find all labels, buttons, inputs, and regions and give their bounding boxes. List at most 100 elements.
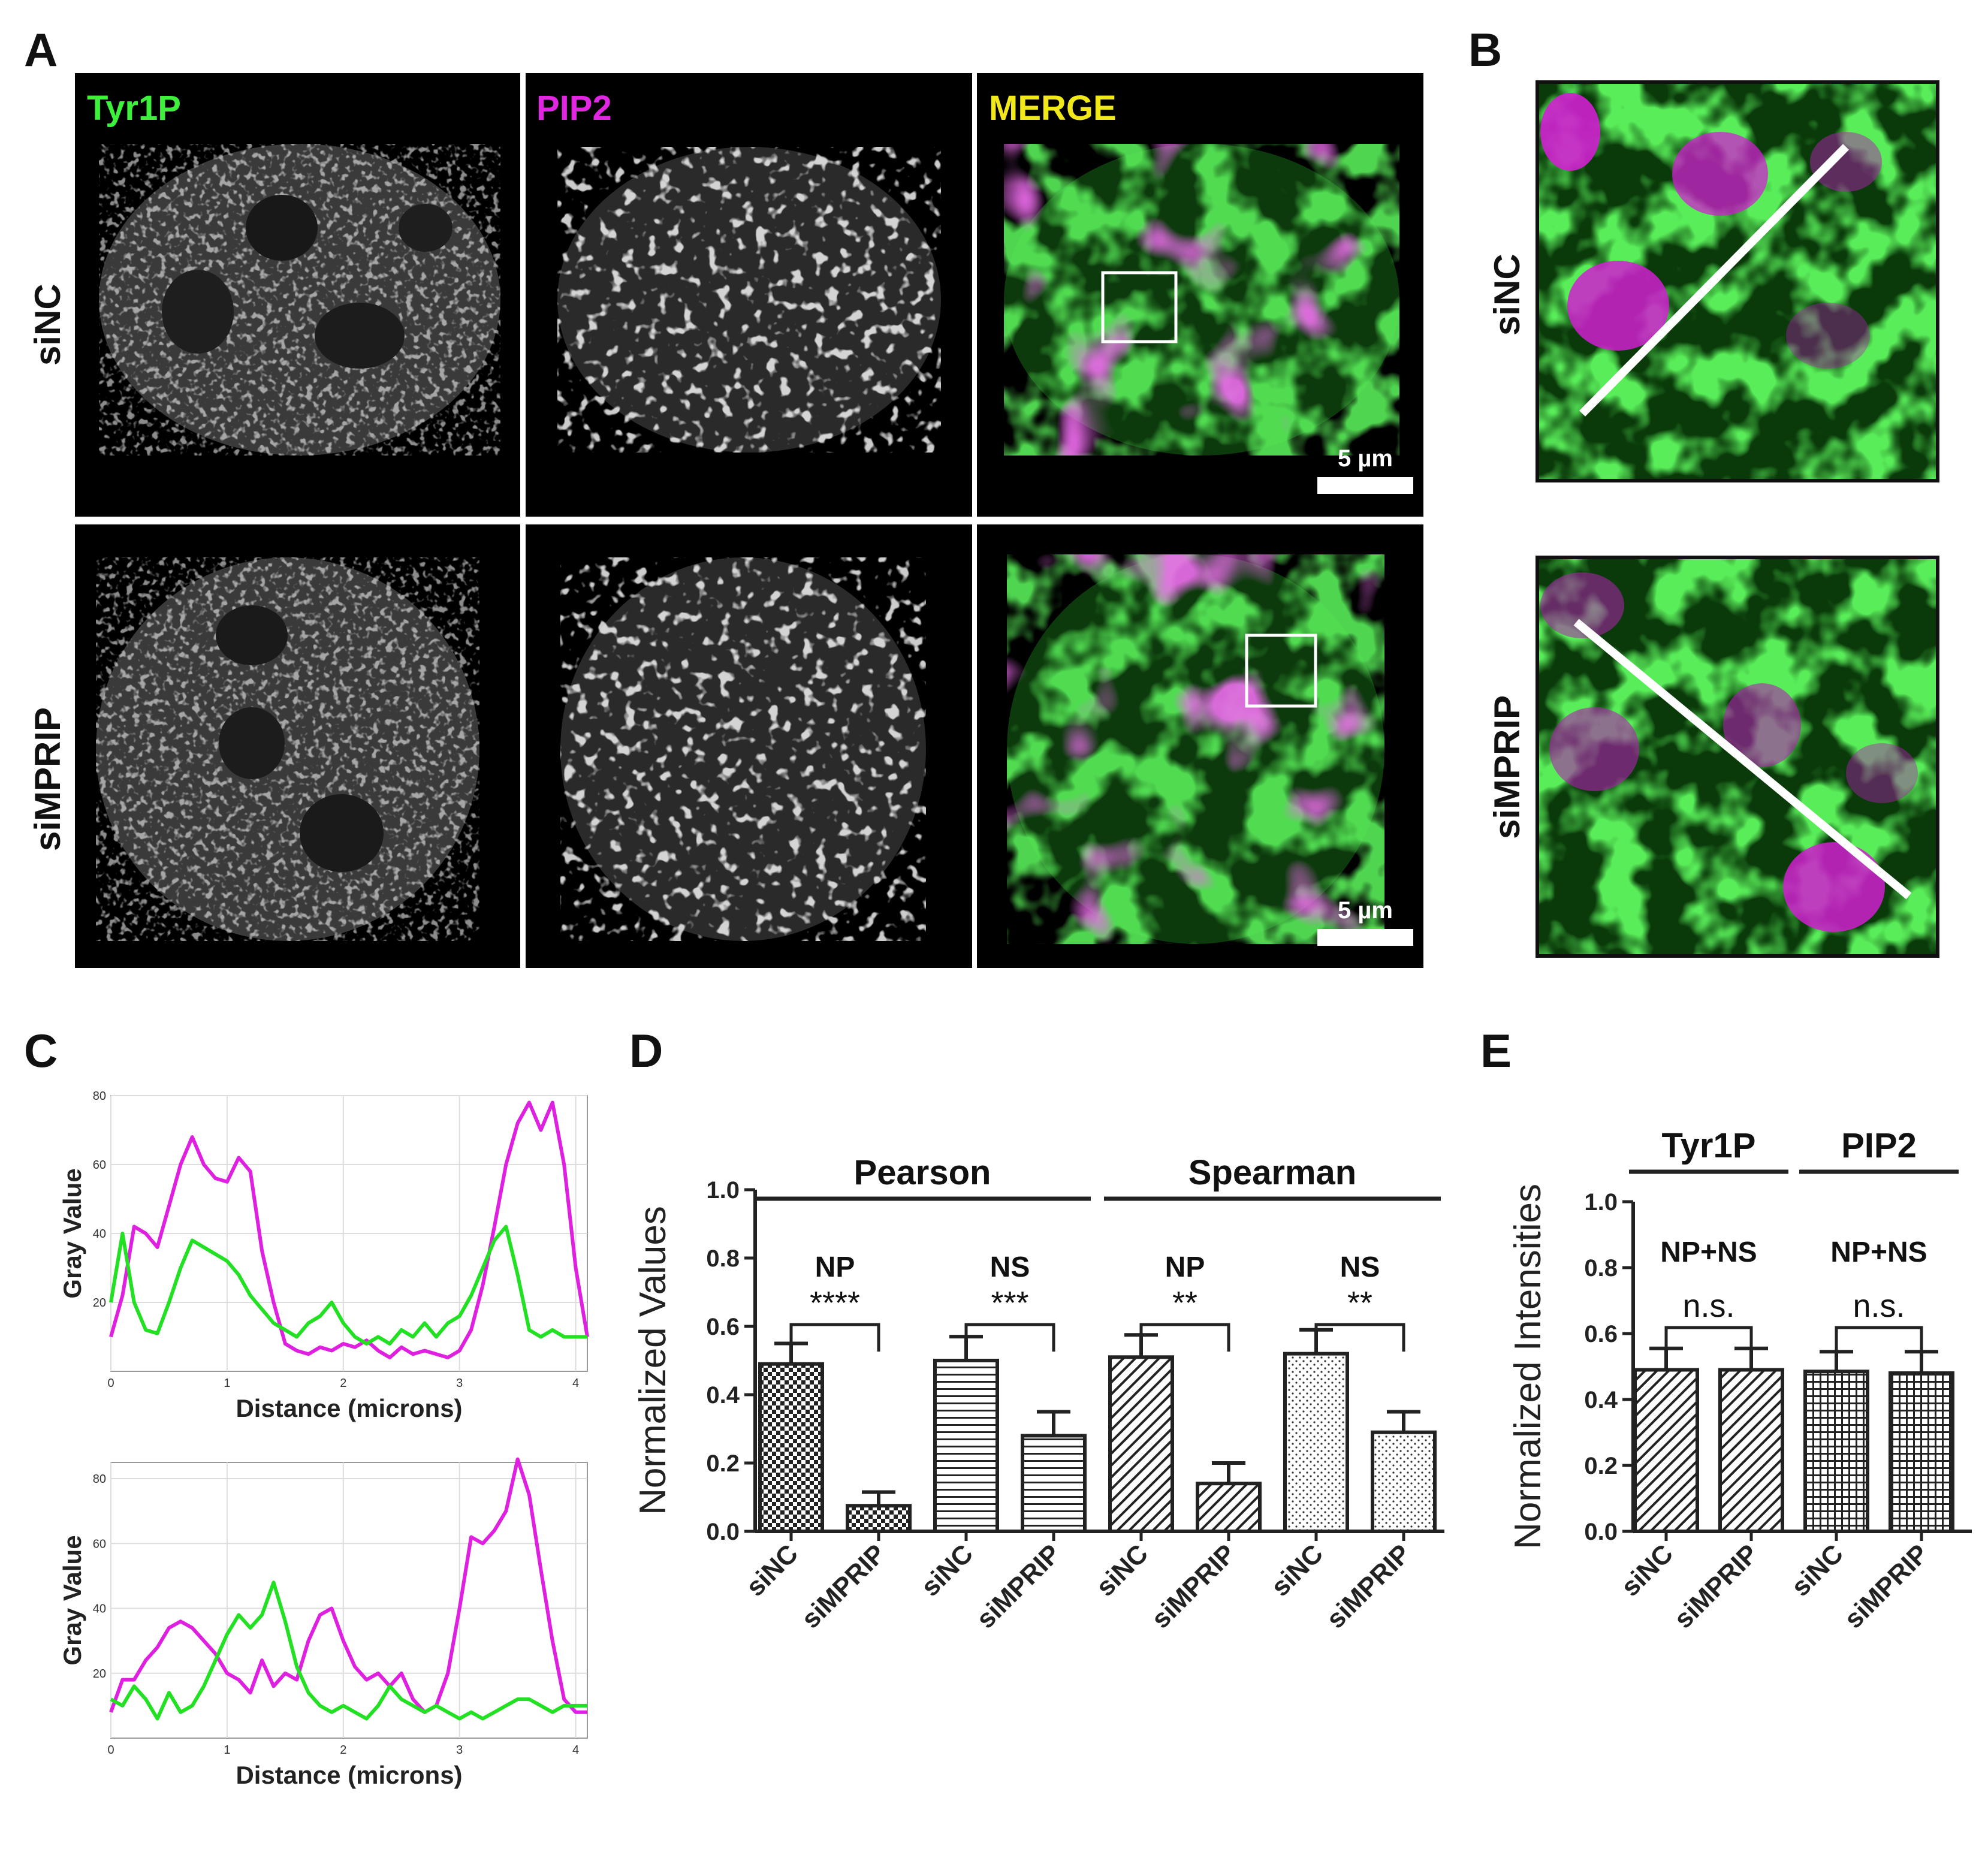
nucleolus <box>246 195 318 261</box>
bar <box>1803 1370 1869 1533</box>
category-label: siMPRIP <box>1146 1539 1241 1634</box>
zoom-box-sinc <box>1101 271 1178 343</box>
nucleolus <box>399 204 452 252</box>
y-tick-label: 0.6 <box>1584 1321 1618 1347</box>
nucleolus <box>315 303 405 369</box>
y-axis-title: Gray Value <box>58 1168 86 1298</box>
comparison-label: NP+NS <box>1660 1236 1757 1268</box>
panel-letter-d: D <box>629 1024 663 1077</box>
significance-label: *** <box>991 1285 1028 1321</box>
y-tick-label: 0.0 <box>1584 1519 1618 1545</box>
comparison-label: NP+NS <box>1830 1236 1927 1268</box>
zoom-box-simprip <box>1245 634 1317 708</box>
speckles-simprip-tyr1p <box>96 557 479 941</box>
panel-a: siNC siMPRIP Tyr1P PIP2 MERGE 5 µm <box>28 73 1423 968</box>
significance-bracket <box>1139 1323 1230 1352</box>
significance-bracket <box>1314 1323 1405 1352</box>
y-tick-label: 0.4 <box>706 1382 740 1408</box>
category-label: siNC <box>741 1539 804 1602</box>
line-profile-chart-simprip: 0 1 2 3 4 20 40 60 80 Distance (microns) Gray Valu… <box>58 1457 588 1789</box>
speckles-simprip-pip2 <box>560 557 926 941</box>
magenta-signal-simprip <box>1007 554 1384 944</box>
line-profile-simprip <box>1573 619 1912 900</box>
x-tick-label: 1 <box>224 1377 230 1390</box>
category-label: siNC <box>1786 1539 1850 1602</box>
significance-label: n.s. <box>1853 1288 1905 1324</box>
bar <box>1889 1371 1954 1533</box>
y-tick-label: 60 <box>93 1537 106 1551</box>
significance-bracket <box>1835 1326 1923 1355</box>
magenta-blob <box>1810 132 1882 192</box>
y-axis-title: Normalized Values <box>632 1206 674 1515</box>
magenta-blob <box>1567 261 1669 351</box>
nucleolus <box>162 270 234 354</box>
significance-label: ** <box>1172 1285 1197 1321</box>
magenta-signal-sinc <box>1004 144 1399 456</box>
comparison-label: NP <box>815 1251 855 1283</box>
magenta-blob <box>1672 132 1768 216</box>
scale-bar-simprip <box>1317 929 1413 946</box>
scale-bar-sinc <box>1317 477 1413 494</box>
channel-label-pip2: PIP2 <box>536 89 612 128</box>
bar <box>1021 1434 1087 1533</box>
line-profile-sinc <box>1579 144 1849 417</box>
row-label-b-sinc: siNC <box>1487 254 1527 336</box>
channel-label-tyr1p: Tyr1P <box>87 89 181 128</box>
bar <box>758 1362 824 1533</box>
x-tick-label: 4 <box>572 1377 579 1390</box>
y-tick-label: 60 <box>93 1159 106 1172</box>
significance-label: **** <box>810 1285 860 1321</box>
group-title: PIP2 <box>1841 1126 1917 1165</box>
nucleolus <box>219 707 285 779</box>
y-tick-label: 80 <box>93 1473 106 1486</box>
x-tick-label: 2 <box>340 1377 346 1390</box>
x-tick-label: 0 <box>107 1744 114 1757</box>
magenta-blob <box>1540 93 1600 171</box>
bar <box>1718 1368 1784 1533</box>
line-profile-chart-sinc: 0 1 2 3 4 20 40 60 80 Distance (microns) Gray Valu… <box>58 1090 589 1422</box>
x-tick-label: 4 <box>572 1744 579 1757</box>
panel-e-bar-chart: 0.0 0.2 0.4 0.6 0.8 1.0 Normalized Intensities… <box>1507 1126 1972 1634</box>
y-tick-label: 0.0 <box>706 1519 740 1545</box>
category-label: siMPRIP <box>1669 1539 1764 1634</box>
bar <box>1196 1482 1262 1533</box>
category-label: siMPRIP <box>1839 1539 1934 1634</box>
speckles-sinc-pip2 <box>557 147 941 453</box>
bar <box>1371 1430 1437 1533</box>
magenta-blob <box>1540 572 1624 638</box>
category-label: siNC <box>1091 1539 1154 1602</box>
significance-label: ** <box>1347 1285 1372 1321</box>
profile-line-green <box>110 1580 587 1721</box>
y-tick-label: 40 <box>93 1603 106 1616</box>
x-tick-label: 2 <box>340 1744 346 1757</box>
y-tick-label: 0.2 <box>1584 1453 1618 1479</box>
category-label: siNC <box>916 1539 979 1602</box>
group-title: Spearman <box>1188 1153 1356 1192</box>
channel-label-merge: MERGE <box>989 89 1117 128</box>
scale-bar-label-sinc: 5 µm <box>1338 445 1393 472</box>
y-tick-label: 80 <box>93 1090 106 1103</box>
x-axis-title: Distance (microns) <box>236 1761 462 1789</box>
x-tick-label: 3 <box>456 1377 463 1390</box>
y-tick-label: 40 <box>93 1227 106 1241</box>
nucleolus <box>300 794 384 872</box>
significance-bracket <box>1664 1326 1753 1355</box>
comparison-label: NS <box>1340 1251 1380 1283</box>
speckles-sinc-tyr1p <box>99 144 500 456</box>
x-tick-label: 0 <box>107 1377 114 1390</box>
y-tick-label: 0.4 <box>1584 1387 1618 1413</box>
panel-letter-a: A <box>24 23 58 76</box>
scale-bar-label-simprip: 5 µm <box>1338 897 1393 924</box>
profile-line-magenta <box>109 1457 587 1714</box>
magenta-blob <box>1723 683 1801 767</box>
category-label: siNC <box>1266 1539 1329 1602</box>
comparison-label: NP <box>1165 1251 1205 1283</box>
y-axis-title: Gray Value <box>58 1535 86 1665</box>
bar <box>1283 1352 1349 1534</box>
group-title: Pearson <box>854 1153 991 1192</box>
magenta-blob <box>1549 707 1639 791</box>
row-label-b-simprip: siMPRIP <box>1487 695 1527 839</box>
x-tick-label: 3 <box>456 1744 463 1757</box>
